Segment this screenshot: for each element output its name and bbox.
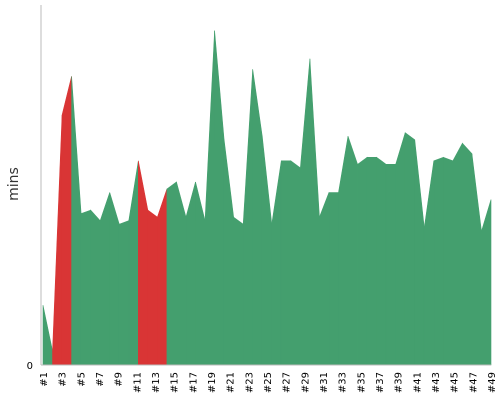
x-tick-label: #43 [431,372,442,393]
area-segment-14 [166,181,177,366]
area-segment-5 [80,209,91,366]
area-segment-39 [404,132,416,366]
area-segment-37 [385,164,396,366]
x-tick-label: #5 [76,372,87,387]
area-segment-46 [471,153,482,366]
area-segment-2 [52,115,63,366]
x-tick-label: #35 [356,372,367,393]
area-segment-28 [300,58,311,366]
area-segment-32 [338,136,349,366]
area-segment-11 [138,160,149,366]
area-segment-16 [185,181,196,366]
area-segment-45 [462,142,473,366]
area-segment-44 [452,143,463,366]
area-segment-20 [223,139,234,366]
area-segment-3 [61,76,72,366]
area-segment-21 [233,216,244,366]
x-tick-label: #29 [300,372,311,393]
y-tick-label: 0 [27,361,33,372]
x-tick-label: #9 [114,372,125,387]
area-segment-42 [433,156,444,366]
area-segment-34 [357,156,368,366]
area-segment-9 [118,220,130,366]
area-segment-23 [252,69,263,366]
area-segment-47 [481,199,492,366]
area-segment-6 [90,209,101,366]
x-tick-label: #3 [58,372,69,387]
x-tick-label: #41 [412,372,423,393]
area-segment-8 [109,192,120,366]
x-tick-label: #1 [39,372,50,387]
area-segment-12 [147,209,158,366]
chart-areas [42,30,492,366]
y-axis-title: mins [6,167,22,201]
x-tick-label: #17 [188,372,199,393]
area-segment-27 [290,160,301,366]
x-tick-label: #27 [282,372,293,393]
x-tick-label: #39 [394,372,405,393]
area-segment-26 [280,160,292,366]
x-tick-label: #45 [450,372,461,393]
area-segment-30 [319,192,330,366]
x-tick-label: #25 [263,372,274,393]
area-segment-35 [366,157,377,366]
area-segment-31 [328,192,339,366]
area-segment-25 [271,160,282,366]
area-segment-10 [128,160,139,366]
x-tick-label: #23 [244,372,255,393]
area-segment-13 [157,188,168,366]
area-segment-43 [443,156,454,366]
area-segment-15 [176,181,187,366]
x-tick-label: #31 [319,372,330,393]
x-tick-label: #19 [207,372,218,393]
area-segment-36 [376,156,387,366]
area-segment-29 [309,58,320,366]
area-segment-7 [99,192,111,366]
x-tick-label: #49 [487,372,498,393]
area-segment-41 [423,160,435,366]
area-segment-40 [414,139,425,366]
area-segment-17 [195,181,206,366]
x-tick-label: #37 [375,372,386,393]
area-segment-24 [261,136,273,366]
x-tick-labels: #1 #3 #5 #7 #9 #11 #13 #15 #17 #19 #21 #23 #25 #27 #29… [39,372,498,393]
x-tick-label: #47 [468,372,479,393]
x-tick-label: #11 [132,372,143,393]
x-tick-label: #15 [170,372,181,393]
area-segment-19 [214,30,225,366]
x-tick-label: #21 [226,372,237,393]
area-segment-1 [42,305,53,366]
area-segment-4 [71,76,82,366]
x-tick-label: #33 [338,372,349,393]
area-segment-22 [242,69,254,366]
area-segment-18 [204,30,215,366]
area-segment-38 [395,132,406,366]
x-tick-label: #13 [151,372,162,393]
area-segment-33 [347,136,358,366]
x-tick-label: #7 [95,372,106,387]
